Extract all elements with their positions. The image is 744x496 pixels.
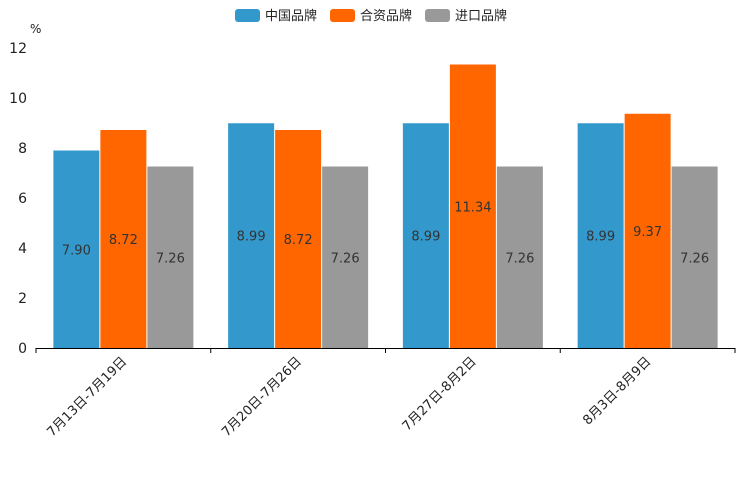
y-tick-label: 8	[18, 141, 27, 157]
bar-3-2	[322, 166, 369, 348]
data-label: 7.26	[156, 251, 185, 266]
legend-label-2: 合资品牌	[360, 8, 412, 24]
x-tick-label: 7月27日-8月2日	[400, 354, 480, 434]
legend-swatch-1	[235, 9, 260, 22]
legend-swatch-3	[425, 9, 450, 22]
data-label: 11.34	[454, 200, 491, 215]
data-label: 7.26	[680, 251, 709, 266]
bar-1-1	[53, 150, 100, 348]
bar-1-4	[577, 123, 624, 348]
bar-2-2	[275, 130, 322, 348]
data-label: 7.26	[331, 251, 360, 266]
data-label: 7.90	[62, 243, 91, 258]
x-tick-label: 7月13日-7月19日	[44, 354, 130, 440]
y-tick-label: 0	[18, 341, 27, 357]
bar-2-3	[449, 64, 496, 348]
y-axis: 0 2 4 6 8 10 12	[9, 41, 27, 357]
x-tick-label: 8月3日-8月9日	[580, 354, 654, 428]
bar-3-3	[496, 166, 543, 348]
data-label: 7.26	[505, 251, 534, 266]
y-axis-unit-label: %	[30, 22, 41, 36]
y-tick-label: 10	[9, 91, 27, 107]
legend-label-3: 进口品牌	[455, 8, 507, 24]
data-label: 8.99	[237, 230, 266, 245]
bar-1-2	[228, 123, 275, 348]
bar-2-4	[624, 113, 671, 348]
data-label: 8.72	[109, 233, 138, 248]
legend-label-1: 中国品牌	[265, 8, 317, 24]
legend: 中国品牌 合资品牌 进口品牌	[235, 8, 507, 24]
bar-3-4	[671, 166, 718, 348]
y-tick-label: 4	[18, 241, 27, 257]
bar-3-1	[147, 166, 194, 348]
y-tick-label: 12	[9, 41, 27, 57]
data-label: 8.99	[411, 230, 440, 245]
y-tick-label: 6	[18, 191, 27, 207]
data-label: 8.72	[284, 233, 313, 248]
bar-group: 7.90 8.72 7.26 8.99 8.72 7.26 8.99 11.34 7.26 8.9…	[53, 64, 718, 348]
x-tick-label: 7月20日-7月26日	[219, 354, 305, 440]
bar-2-1	[100, 130, 147, 348]
legend-swatch-2	[330, 9, 355, 22]
bar-1-3	[402, 123, 449, 348]
data-label: 9.37	[633, 225, 662, 240]
data-label: 8.99	[586, 230, 615, 245]
y-tick-label: 2	[18, 291, 27, 307]
x-axis: 7月13日-7月19日 7月20日-7月26日 7月27日-8月2日 8月3日-8月9…	[35, 348, 736, 440]
